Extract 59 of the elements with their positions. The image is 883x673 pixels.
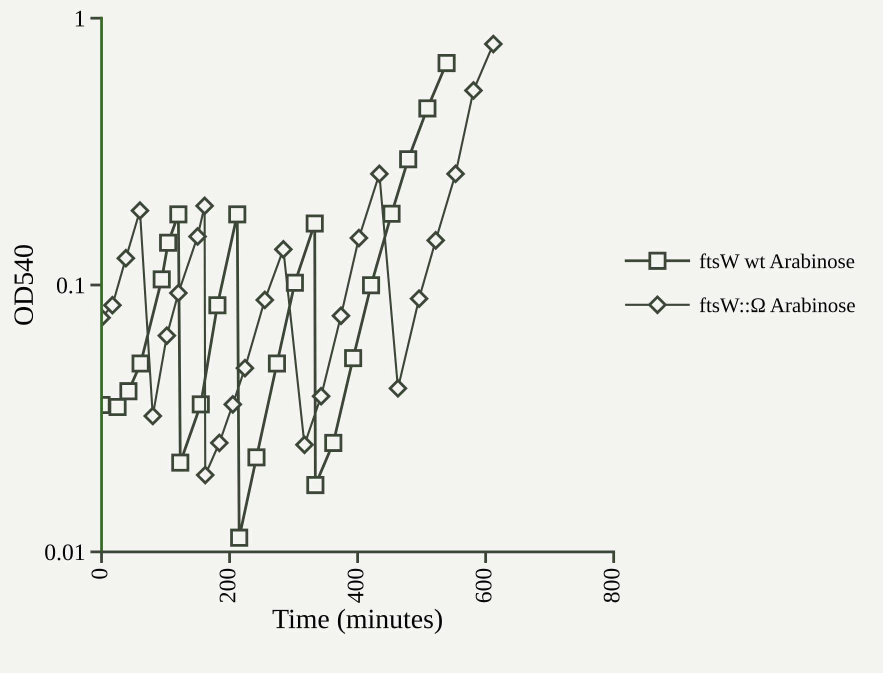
point: [144, 406, 162, 426]
point: [119, 382, 138, 400]
point: [418, 99, 436, 118]
legend-label: ftsW wt Arabinose: [700, 253, 854, 268]
point: [268, 354, 286, 373]
point: [169, 284, 188, 302]
point: [171, 454, 190, 472]
point: [196, 466, 214, 484]
point: [370, 164, 389, 184]
point: [286, 274, 304, 292]
point: [312, 386, 330, 406]
point: [195, 196, 214, 216]
point: [382, 204, 401, 223]
point: [426, 231, 445, 250]
point: [228, 205, 246, 224]
point: [324, 434, 342, 452]
point: [247, 448, 266, 466]
x-tick-label: 200: [220, 568, 236, 602]
point: [210, 434, 229, 452]
point: [103, 296, 122, 314]
point: [446, 164, 465, 184]
point: [274, 240, 293, 259]
point: [388, 379, 408, 398]
point: [464, 81, 483, 100]
point: [158, 326, 176, 345]
x-tick-label: 0: [92, 568, 108, 579]
point: [332, 306, 350, 326]
point: [169, 205, 188, 224]
point: [410, 289, 428, 308]
y-tick-label: 0.01: [45, 544, 84, 560]
point: [132, 354, 150, 373]
point: [208, 296, 226, 314]
point: [438, 54, 456, 72]
x-tick-label: 800: [604, 568, 620, 602]
y-tick-label: 1: [76, 10, 84, 26]
point: [344, 349, 362, 368]
point: [188, 227, 207, 246]
point: [130, 201, 150, 220]
point: [152, 270, 171, 288]
y-tick-label: 0.1: [56, 278, 84, 294]
point: [295, 436, 314, 454]
point: [306, 214, 324, 233]
point: [362, 276, 380, 294]
point: [236, 358, 254, 378]
point: [108, 398, 127, 416]
point: [399, 150, 418, 168]
x-tick-label: 600: [476, 568, 492, 602]
y-axis-title: OD540: [14, 245, 34, 325]
point: [256, 290, 274, 310]
point: [116, 248, 136, 268]
point: [350, 228, 368, 248]
point: [306, 476, 324, 494]
x-tick-label: 400: [348, 568, 364, 603]
legend-label: ftsW::Ω Arabinose: [700, 297, 855, 312]
point: [230, 528, 248, 547]
x-axis-title: Time (minutes): [272, 608, 442, 634]
point: [484, 34, 503, 54]
point: [224, 395, 242, 414]
point: [159, 234, 178, 252]
